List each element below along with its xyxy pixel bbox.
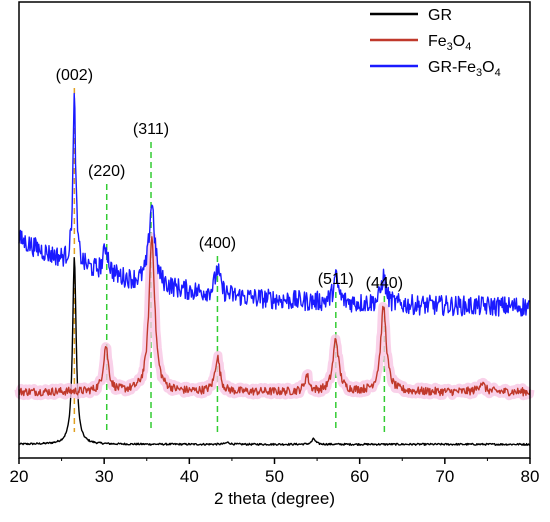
peak-label-400: (400) — [199, 235, 236, 252]
series-group — [14, 92, 535, 446]
x-axis-ticks: 20 30 40 50 60 70 80 — [10, 458, 540, 486]
peak-label-311: (311) — [133, 121, 169, 138]
peak-label-440: (440) — [366, 275, 403, 292]
series-line-fe3o4 — [18, 236, 531, 397]
x-tick-label-30: 30 — [95, 467, 114, 486]
legend-text-part: 3 — [447, 41, 453, 53]
x-tick-label-40: 40 — [180, 467, 199, 486]
peak-label-220: (220) — [88, 163, 125, 180]
legend-label-fe3o4: Fe3O4 — [428, 33, 471, 53]
legend-text-part: GR-Fe — [428, 59, 476, 76]
x-tick-label-50: 50 — [265, 467, 284, 486]
x-axis-title: 2 theta (degree) — [214, 489, 335, 508]
legend-text-part: O — [453, 33, 465, 50]
x-tick-label-20: 20 — [10, 467, 29, 486]
series-line-gr — [18, 257, 531, 446]
x-tick-label-80: 80 — [521, 467, 540, 486]
legend-text-part: 3 — [476, 67, 482, 79]
x-tick-label-60: 60 — [350, 467, 369, 486]
legend-text-part: GR — [428, 7, 452, 24]
legend-label-gr: GR — [428, 7, 452, 24]
series-line-gr-fe3o4 — [18, 92, 531, 317]
legend-text-part: Fe — [428, 33, 447, 50]
peak-label-002: (002) — [56, 67, 93, 84]
legend-text-part: O — [482, 59, 494, 76]
peak-label-511: (511) — [318, 271, 354, 288]
legend-text-part: 4 — [465, 41, 471, 53]
legend-text-part: 4 — [495, 67, 501, 79]
x-tick-label-70: 70 — [435, 467, 454, 486]
peak-labels: (002) (220) (311) (400) (511) (440) — [56, 67, 403, 292]
legend-label-gr-fe3o4: GR-Fe3O4 — [428, 59, 501, 79]
